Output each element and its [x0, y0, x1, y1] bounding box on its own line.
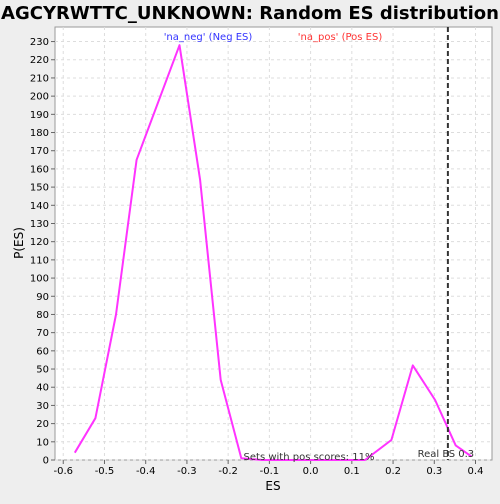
- x-tick-label: 0.1: [344, 466, 360, 477]
- y-tick-label: 160: [30, 164, 49, 175]
- y-tick-label: 170: [30, 146, 49, 157]
- legend-entry: 'na_pos' (Pos ES): [298, 32, 383, 43]
- x-tick-label: 0.2: [385, 466, 401, 477]
- x-tick-label: 0.3: [426, 466, 442, 477]
- y-tick-label: 50: [36, 365, 49, 376]
- y-tick-label: 90: [36, 292, 49, 303]
- series-line: [73, 44, 472, 461]
- grid-layer: [55, 27, 492, 461]
- x-tick-label: 0.4: [468, 466, 484, 477]
- x-axis-label: ES: [265, 479, 280, 493]
- real-es-label: Real ES 0.3: [418, 449, 474, 460]
- x-tick-label: -0.5: [95, 466, 115, 477]
- y-tick-label: 40: [36, 383, 49, 394]
- y-tick-label: 140: [30, 201, 49, 212]
- y-tick-label: 80: [36, 310, 49, 321]
- y-tick-label: 210: [30, 73, 49, 84]
- x-tick-label: -0.2: [218, 466, 238, 477]
- y-tick-label: 20: [36, 419, 49, 430]
- y-tick-label: 60: [36, 346, 49, 357]
- y-tick-label: 130: [30, 219, 49, 230]
- y-tick-label: 200: [30, 92, 49, 103]
- plot-area: [54, 26, 493, 461]
- legend-entry: 'na_neg' (Neg ES): [164, 32, 253, 43]
- chart-title: AGCYRWTTC_UNKNOWN: Random ES distributio…: [1, 3, 499, 24]
- x-tick-label: -0.1: [260, 466, 280, 477]
- x-tick-label: -0.6: [53, 466, 73, 477]
- y-tick-label: 220: [30, 55, 49, 66]
- y-tick-label: 180: [30, 128, 49, 139]
- y-tick-label: 10: [36, 437, 49, 448]
- y-tick-label: 70: [36, 328, 49, 339]
- axis-layer: 0 10 20 30 40 50 60 70 80 90 100 110 120 130 140 150 160…: [30, 37, 484, 477]
- y-tick-label: 150: [30, 183, 49, 194]
- series-layer: [73, 44, 472, 461]
- y-tick-label: 230: [30, 37, 49, 48]
- x-tick-label: -0.4: [136, 466, 156, 477]
- y-tick-label: 190: [30, 110, 49, 121]
- y-tick-label: 30: [36, 401, 49, 412]
- x-tick-label: -0.3: [177, 466, 197, 477]
- y-tick-label: 120: [30, 237, 49, 248]
- pos-scores-annotation: Sets with pos scores: 11%: [244, 452, 375, 463]
- real-es-layer: Real ES 0.3: [418, 27, 474, 460]
- y-axis-label: P(ES): [12, 227, 26, 259]
- y-tick-label: 110: [30, 255, 49, 266]
- x-tick-label: 0.0: [303, 466, 319, 477]
- legend-layer: 'na_neg' (Neg ES) 'na_pos' (Pos ES): [164, 32, 383, 43]
- y-tick-label: 100: [30, 274, 49, 285]
- y-tick-label: 0: [43, 456, 49, 467]
